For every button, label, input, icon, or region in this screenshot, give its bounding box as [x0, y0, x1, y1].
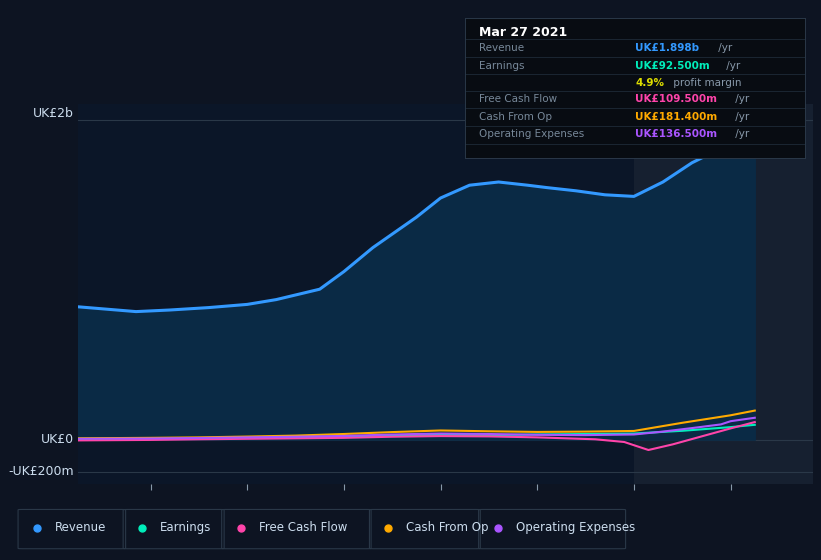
Text: profit margin: profit margin — [671, 77, 742, 87]
Text: /yr: /yr — [714, 43, 732, 53]
Text: Revenue: Revenue — [55, 521, 107, 534]
Text: Cash From Op: Cash From Op — [479, 112, 552, 122]
Text: /yr: /yr — [732, 112, 750, 122]
Text: Mar 27 2021: Mar 27 2021 — [479, 26, 566, 39]
Text: UK£136.500m: UK£136.500m — [635, 129, 717, 139]
Text: Operating Expenses: Operating Expenses — [516, 521, 635, 534]
Text: Earnings: Earnings — [160, 521, 212, 534]
Text: UK£1.898b: UK£1.898b — [635, 43, 699, 53]
Text: /yr: /yr — [732, 94, 750, 104]
Text: Earnings: Earnings — [479, 62, 524, 71]
Text: UK£181.400m: UK£181.400m — [635, 112, 718, 122]
Text: UK£92.500m: UK£92.500m — [635, 62, 709, 71]
Text: UK£2b: UK£2b — [33, 106, 74, 120]
Bar — [634, 104, 813, 484]
Text: Free Cash Flow: Free Cash Flow — [259, 521, 347, 534]
Text: Cash From Op: Cash From Op — [406, 521, 488, 534]
Text: 4.9%: 4.9% — [635, 77, 664, 87]
Text: /yr: /yr — [732, 129, 750, 139]
Text: -UK£200m: -UK£200m — [8, 465, 74, 478]
Text: /yr: /yr — [723, 62, 741, 71]
Text: Free Cash Flow: Free Cash Flow — [479, 94, 557, 104]
Text: Revenue: Revenue — [479, 43, 524, 53]
Text: Operating Expenses: Operating Expenses — [479, 129, 584, 139]
Text: UK£109.500m: UK£109.500m — [635, 94, 717, 104]
Text: UK£0: UK£0 — [41, 433, 74, 446]
